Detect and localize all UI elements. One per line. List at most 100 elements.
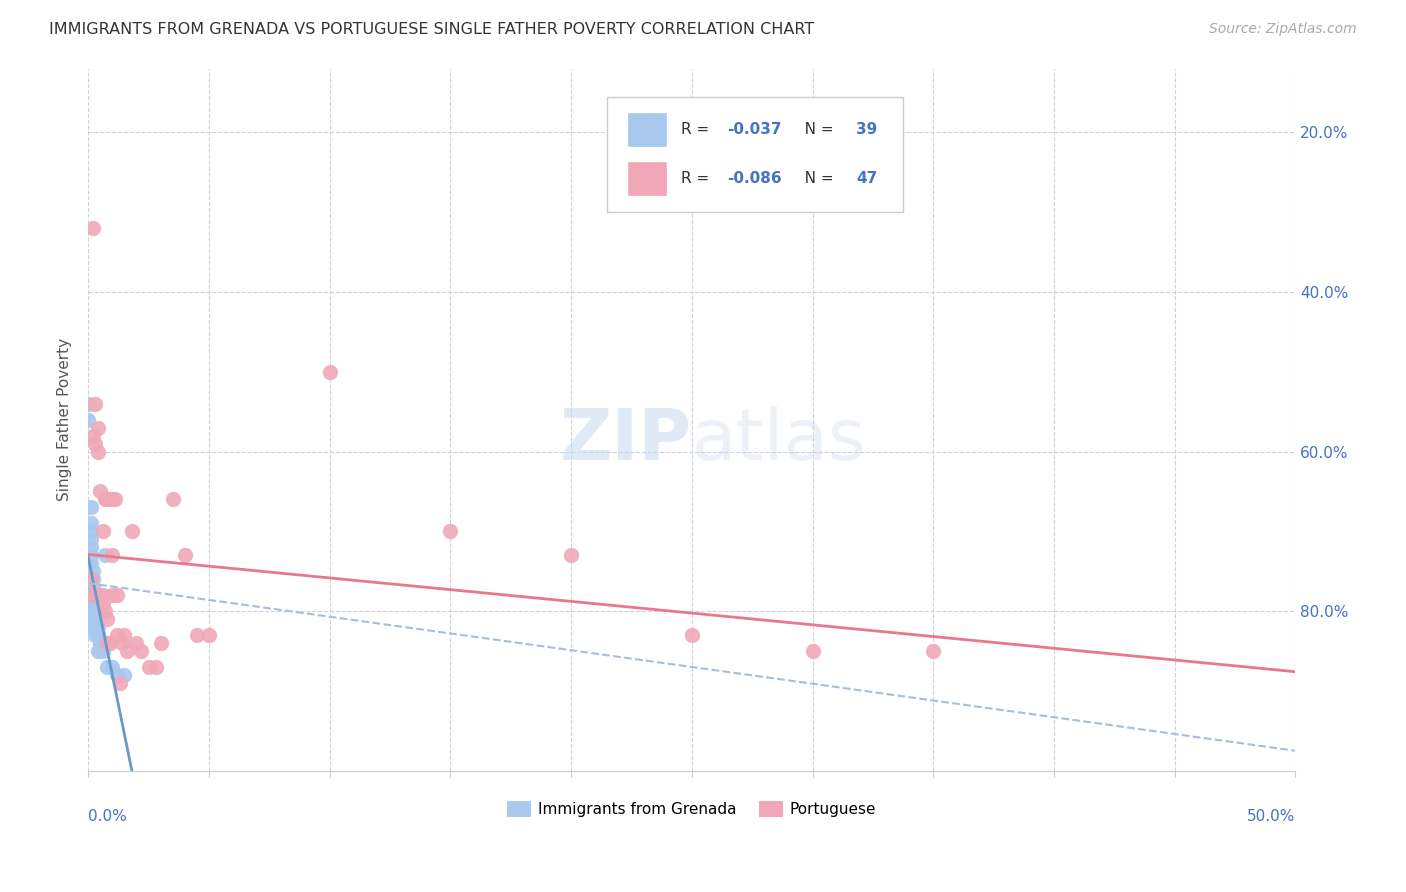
Point bbox=[79, 541, 101, 555]
Point bbox=[87, 420, 110, 434]
Text: R =: R = bbox=[681, 171, 714, 186]
Text: IMMIGRANTS FROM GRENADA VS PORTUGUESE SINGLE FATHER POVERTY CORRELATION CHART: IMMIGRANTS FROM GRENADA VS PORTUGUESE SI… bbox=[49, 22, 814, 37]
Point bbox=[87, 444, 110, 458]
Point bbox=[87, 620, 110, 634]
Point bbox=[79, 604, 101, 618]
Point bbox=[91, 596, 114, 610]
Point bbox=[82, 620, 104, 634]
Point bbox=[101, 660, 124, 674]
Point bbox=[79, 516, 101, 531]
Point bbox=[125, 636, 148, 650]
Point bbox=[108, 676, 131, 690]
FancyBboxPatch shape bbox=[628, 112, 666, 146]
Point bbox=[115, 644, 138, 658]
Point bbox=[560, 548, 582, 562]
Point bbox=[94, 492, 117, 507]
Point bbox=[79, 588, 101, 602]
Point bbox=[681, 628, 703, 642]
Point bbox=[82, 596, 104, 610]
Point bbox=[94, 548, 117, 562]
Point bbox=[96, 492, 118, 507]
Point bbox=[121, 524, 143, 539]
Point bbox=[922, 644, 945, 658]
Point bbox=[162, 492, 184, 507]
Point bbox=[89, 588, 111, 602]
Point bbox=[77, 397, 100, 411]
Point bbox=[87, 628, 110, 642]
Point bbox=[101, 548, 124, 562]
Point bbox=[105, 628, 128, 642]
Y-axis label: Single Father Poverty: Single Father Poverty bbox=[58, 338, 72, 501]
Point bbox=[186, 628, 208, 642]
Point bbox=[98, 636, 121, 650]
Point bbox=[129, 644, 152, 658]
Point bbox=[89, 636, 111, 650]
Point bbox=[84, 612, 107, 626]
Point bbox=[82, 588, 104, 602]
Point bbox=[84, 436, 107, 450]
Point bbox=[87, 628, 110, 642]
Point bbox=[82, 580, 104, 594]
Point bbox=[82, 564, 104, 578]
Point bbox=[82, 612, 104, 626]
Point bbox=[96, 612, 118, 626]
Point bbox=[96, 660, 118, 674]
Text: -0.086: -0.086 bbox=[727, 171, 782, 186]
Text: 47: 47 bbox=[856, 171, 877, 186]
Point bbox=[105, 588, 128, 602]
Point bbox=[87, 644, 110, 658]
Point bbox=[91, 588, 114, 602]
Text: ZIP: ZIP bbox=[560, 406, 692, 475]
Point bbox=[101, 492, 124, 507]
Point bbox=[111, 636, 134, 650]
Point bbox=[82, 612, 104, 626]
Point bbox=[138, 660, 160, 674]
Point bbox=[96, 636, 118, 650]
Point bbox=[439, 524, 461, 539]
Point bbox=[87, 588, 110, 602]
Legend: Immigrants from Grenada, Portuguese: Immigrants from Grenada, Portuguese bbox=[501, 795, 883, 822]
Point bbox=[89, 636, 111, 650]
Point bbox=[91, 524, 114, 539]
FancyBboxPatch shape bbox=[607, 96, 903, 212]
Text: 39: 39 bbox=[856, 122, 877, 137]
Point bbox=[112, 668, 135, 682]
Point bbox=[79, 588, 101, 602]
Point bbox=[94, 604, 117, 618]
Point bbox=[77, 412, 100, 426]
Point bbox=[105, 668, 128, 682]
Point bbox=[82, 596, 104, 610]
Text: Source: ZipAtlas.com: Source: ZipAtlas.com bbox=[1209, 22, 1357, 37]
FancyBboxPatch shape bbox=[628, 161, 666, 195]
Point bbox=[79, 548, 101, 562]
Point bbox=[173, 548, 195, 562]
Point bbox=[82, 428, 104, 442]
Point bbox=[82, 604, 104, 618]
Point bbox=[89, 484, 111, 499]
Point bbox=[84, 628, 107, 642]
Point bbox=[79, 572, 101, 586]
Point bbox=[112, 628, 135, 642]
Text: -0.037: -0.037 bbox=[727, 122, 782, 137]
Point bbox=[91, 644, 114, 658]
Point bbox=[149, 636, 172, 650]
Point bbox=[84, 620, 107, 634]
Point bbox=[79, 572, 101, 586]
Text: 0.0%: 0.0% bbox=[89, 809, 127, 824]
Point bbox=[79, 500, 101, 515]
Point bbox=[84, 604, 107, 618]
Text: atlas: atlas bbox=[692, 406, 866, 475]
Point bbox=[145, 660, 167, 674]
Text: R =: R = bbox=[681, 122, 714, 137]
Point bbox=[104, 492, 127, 507]
Point bbox=[101, 588, 124, 602]
Point bbox=[84, 397, 107, 411]
Point bbox=[79, 556, 101, 570]
Point bbox=[198, 628, 221, 642]
Point bbox=[801, 644, 824, 658]
Point bbox=[318, 365, 340, 379]
Text: 50.0%: 50.0% bbox=[1247, 809, 1295, 824]
Text: N =: N = bbox=[790, 122, 838, 137]
Point bbox=[98, 492, 121, 507]
Point bbox=[79, 533, 101, 547]
